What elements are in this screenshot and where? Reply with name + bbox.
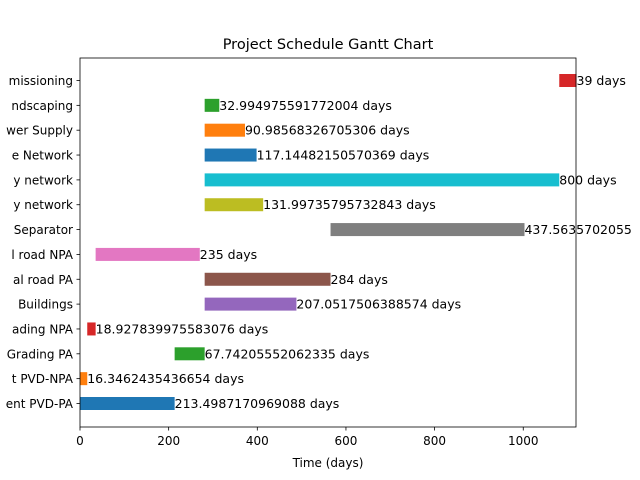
bar-value-label-11: 90.98568326705306 days (245, 123, 410, 138)
y-tick-label-4: Buildings (18, 298, 73, 312)
gantt-bar-7 (330, 223, 525, 237)
bar-value-label-3: 18.927839975583076 days (96, 321, 269, 336)
bar-labels-layer: 213.4987170969088 days 16.3462435436654 d… (87, 73, 632, 411)
bar-value-label-10: 117.14482150570369 days (257, 148, 430, 163)
gantt-bar-3 (87, 322, 96, 336)
bar-value-label-4: 207.0517506388574 days (296, 297, 461, 312)
gantt-bar-6 (95, 247, 200, 261)
bar-value-label-12: 32.994975591772004 days (219, 98, 392, 113)
y-tick-label-0: ent PVD-PA (6, 397, 74, 411)
gantt-bar-13 (559, 74, 577, 87)
x-tick-label-4: 800 (423, 434, 446, 448)
x-tick-label-5: 1000 (508, 434, 539, 448)
bar-value-label-0: 213.4987170969088 days (175, 396, 340, 411)
bar-value-label-2: 67.74205552062335 days (205, 346, 370, 361)
gantt-bar-2 (174, 347, 205, 361)
y-tick-label-13: missioning (9, 74, 73, 88)
bar-value-label-7: 437.5635702055 (524, 222, 631, 237)
x-axis-label: Time (days) (292, 456, 364, 470)
y-axis: ent PVD-PA t PVD-NPA Grading PA ading NPA B… (6, 74, 80, 411)
y-tick-label-3: ading NPA (12, 322, 74, 336)
bar-value-label-9: 800 days (559, 172, 616, 187)
x-tick-label-1: 200 (157, 434, 180, 448)
gantt-bar-9 (204, 173, 560, 187)
bars-layer (80, 74, 577, 410)
bar-value-label-13: 39 days (577, 73, 626, 88)
bar-value-label-8: 131.99735795732843 days (263, 197, 436, 212)
y-tick-label-8: y network (13, 198, 73, 212)
gantt-bar-11 (204, 123, 245, 137)
y-tick-label-2: Grading PA (7, 347, 74, 361)
y-tick-label-7: Separator (14, 223, 73, 237)
gantt-bar-10 (204, 148, 257, 162)
y-tick-label-12: ndscaping (11, 99, 73, 113)
gantt-bar-4 (204, 297, 297, 311)
y-tick-label-11: wer Supply (6, 124, 73, 138)
gantt-bar-1 (80, 372, 88, 386)
y-tick-label-1: t PVD-NPA (12, 372, 74, 386)
plot-area-frame (79, 57, 577, 428)
chart-title: Project Schedule Gantt Chart (223, 37, 434, 53)
x-tick-label-0: 0 (76, 434, 84, 448)
y-tick-label-6: l road NPA (11, 248, 73, 262)
x-axis: 0 200 400 600 800 1000 (76, 427, 539, 448)
y-tick-label-10: e Network (12, 149, 73, 163)
gantt-bar-8 (204, 198, 264, 212)
gantt-bar-12 (204, 98, 220, 112)
bar-value-label-6: 235 days (200, 247, 257, 262)
y-tick-label-5: al road PA (13, 273, 74, 287)
bar-value-label-1: 16.3462435436654 days (87, 371, 244, 386)
x-tick-label-3: 600 (334, 434, 357, 448)
bar-value-label-5: 284 days (331, 272, 388, 287)
gantt-bar-5 (204, 272, 331, 286)
gantt-bar-0 (80, 397, 175, 410)
x-tick-label-2: 400 (246, 434, 269, 448)
y-tick-label-9: y network (13, 173, 73, 187)
